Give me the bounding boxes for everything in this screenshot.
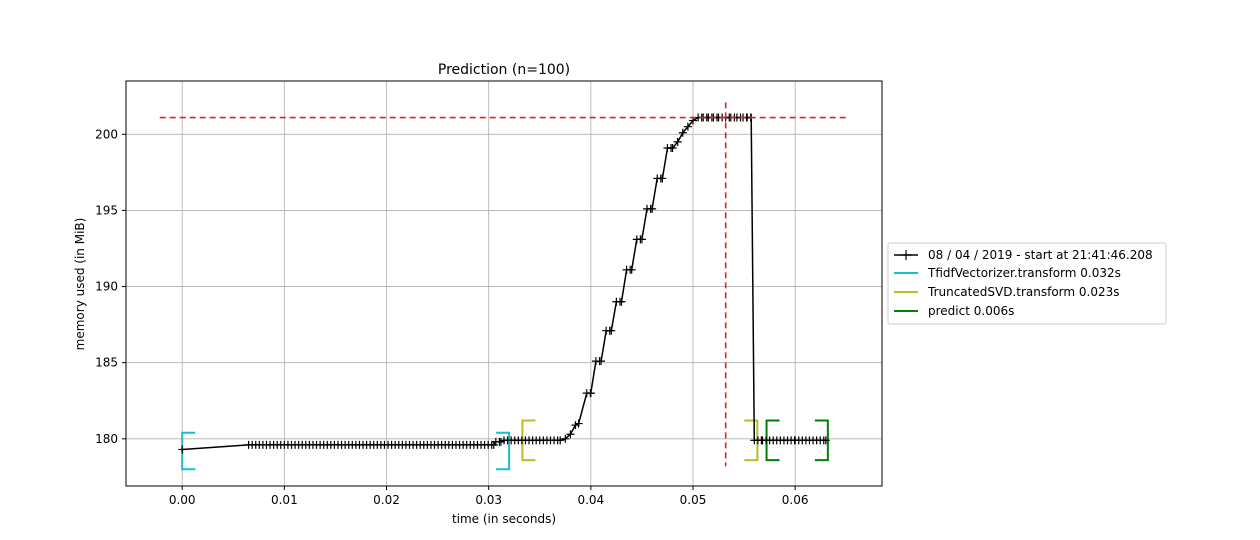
y-axis-label: memory used (in MiB) bbox=[73, 218, 87, 351]
memory-marker bbox=[683, 122, 692, 131]
x-tick-label: 0.01 bbox=[271, 493, 298, 507]
y-tick-label: 180 bbox=[95, 432, 118, 446]
plot-area bbox=[126, 81, 882, 486]
y-tick-label: 200 bbox=[95, 127, 118, 141]
y-tick-label: 185 bbox=[95, 356, 118, 370]
legend-entry-tfidf: TfidfVectorizer.transform 0.032s bbox=[894, 266, 1121, 280]
legend-label-tfidf: TfidfVectorizer.transform 0.032s bbox=[927, 266, 1121, 280]
legend-entry-memory: 08 / 04 / 2019 - start at 21:41:46.208 bbox=[894, 248, 1153, 262]
y-tick-label: 190 bbox=[95, 280, 118, 294]
memory-marker bbox=[561, 434, 570, 443]
legend-label-memory: 08 / 04 / 2019 - start at 21:41:46.208 bbox=[928, 248, 1153, 262]
y-axis-ticks: 180 185 190 195 200 bbox=[95, 127, 126, 446]
x-tick-label: 0.05 bbox=[680, 493, 707, 507]
legend: 08 / 04 / 2019 - start at 21:41:46.208 T… bbox=[887, 242, 1167, 325]
memory-sample-marker bbox=[636, 235, 645, 244]
grid-lines bbox=[126, 81, 882, 486]
memory-sample-marker bbox=[646, 204, 655, 213]
x-tick-label: 0.04 bbox=[577, 493, 604, 507]
memory-sample-marker bbox=[667, 143, 676, 152]
chart-title: Prediction (n=100) bbox=[438, 62, 570, 78]
y-tick-label: 195 bbox=[95, 203, 118, 217]
legend-label-predict: predict 0.006s bbox=[928, 304, 1014, 318]
memory-marker bbox=[574, 419, 583, 428]
plot-frame bbox=[125, 80, 883, 487]
memory-sample-marker bbox=[626, 265, 635, 274]
memory-sample-marker bbox=[553, 436, 562, 445]
legend-label-svd: TruncatedSVD.transform 0.023s bbox=[927, 285, 1120, 299]
memory-sample-marker bbox=[586, 389, 595, 398]
legend-entry-predict: predict 0.006s bbox=[894, 304, 1014, 318]
legend-box bbox=[887, 242, 1167, 325]
x-tick-label: 0.03 bbox=[475, 493, 502, 507]
memory-marker bbox=[566, 430, 575, 439]
memory-sample-marker bbox=[595, 357, 604, 366]
x-tick-label: 0.02 bbox=[373, 493, 400, 507]
legend-marker-memory bbox=[900, 250, 912, 260]
memory-sample-marker bbox=[819, 436, 828, 445]
x-tick-label: 0.00 bbox=[169, 493, 196, 507]
memory-marker bbox=[178, 445, 187, 454]
memory-marker bbox=[678, 128, 687, 137]
x-axis-ticks: 0.00 0.01 0.02 0.03 0.04 0.05 0.06 bbox=[169, 486, 809, 507]
peak-markers bbox=[159, 102, 847, 467]
memory-sample-marker bbox=[605, 326, 614, 335]
span-end-bracket bbox=[496, 431, 511, 471]
x-axis-label: time (in seconds) bbox=[452, 512, 556, 526]
memory-marker bbox=[673, 137, 682, 146]
memory-sample-marker bbox=[615, 297, 624, 306]
x-tick-label: 0.06 bbox=[782, 493, 809, 507]
memory-sample-marker bbox=[656, 174, 665, 183]
memory-sample-marker bbox=[487, 440, 496, 449]
legend-entry-svd: TruncatedSVD.transform 0.023s bbox=[894, 285, 1120, 299]
memory-sample-marker bbox=[495, 437, 504, 446]
